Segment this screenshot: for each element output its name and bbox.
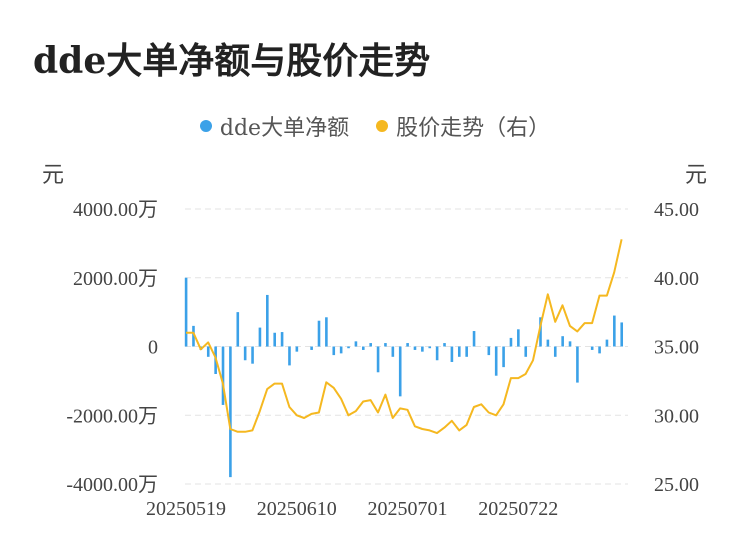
dde-bar xyxy=(517,329,520,347)
right-tick-label: 30.00 xyxy=(654,405,699,427)
dde-bar xyxy=(413,346,417,350)
dde-bar xyxy=(472,331,476,347)
legend-item-bar[interactable]: dde大单净额 xyxy=(199,110,350,142)
right-tick-label: 40.00 xyxy=(654,268,699,290)
dde-bar xyxy=(421,346,424,352)
dde-bar xyxy=(384,343,387,347)
x-tick-label: 20250701 xyxy=(368,498,448,520)
dde-bar xyxy=(376,346,380,373)
dde-bar xyxy=(243,346,247,361)
dde-bar xyxy=(273,332,276,347)
dde-bar xyxy=(546,339,550,347)
dde-bar xyxy=(613,315,616,347)
dde-bar xyxy=(184,277,188,347)
dde-bar xyxy=(406,343,409,347)
dde-bar xyxy=(251,346,254,364)
x-tick-label: 20250722 xyxy=(478,498,558,520)
dde-bar xyxy=(524,346,528,357)
dde-bar xyxy=(576,346,579,383)
legend-bar-swatch xyxy=(199,120,212,132)
dde-bar xyxy=(206,346,210,357)
dde-bar xyxy=(598,346,601,354)
dde-bar xyxy=(590,346,594,350)
dde-bar xyxy=(258,327,262,347)
dde-bar xyxy=(229,346,232,478)
left-tick-label: -2000.00万 xyxy=(66,405,158,427)
dde-bar xyxy=(428,346,432,349)
right-tick-label: 35.00 xyxy=(654,337,699,359)
legend: dde大单净额 股价走势（右） xyxy=(0,110,750,142)
left-tick-label: 2000.00万 xyxy=(73,268,158,290)
legend-item-line[interactable]: 股价走势（右） xyxy=(376,110,550,142)
dde-bar xyxy=(457,346,461,357)
dde-bar xyxy=(398,346,402,397)
dde-bar xyxy=(362,346,365,350)
x-tick-label: 20250519 xyxy=(146,498,226,520)
right-tick-label: 25.00 xyxy=(654,474,699,496)
dde-bar xyxy=(502,346,505,368)
dde-bar xyxy=(310,346,313,350)
dde-bar xyxy=(347,346,350,349)
dde-bar xyxy=(288,346,291,366)
dde-bar xyxy=(553,346,557,357)
left-tick-label: 4000.00万 xyxy=(73,199,158,221)
left-tick-label: 0 xyxy=(148,337,158,359)
dde-bar xyxy=(354,341,358,347)
dde-bar xyxy=(443,343,446,347)
dde-bar xyxy=(295,346,299,352)
dde-bar xyxy=(435,346,439,361)
dde-bar xyxy=(450,346,454,362)
dde-bar xyxy=(317,320,321,347)
dde-bar xyxy=(325,317,328,347)
legend-line-label: 股价走势（右） xyxy=(396,116,551,141)
dde-bar xyxy=(266,294,269,347)
dde-bar xyxy=(487,346,491,356)
dde-bar xyxy=(280,332,284,347)
dde-bar xyxy=(605,339,609,347)
dde-bar xyxy=(539,317,542,347)
price-line xyxy=(186,239,623,435)
legend-line-swatch xyxy=(376,120,389,132)
dde-bar xyxy=(391,346,395,357)
dde-bar xyxy=(561,336,564,347)
dde-bar xyxy=(192,325,195,347)
dde-bar xyxy=(509,337,513,347)
right-axis-unit: 元 xyxy=(685,163,708,188)
dde-bar xyxy=(339,346,343,354)
x-tick-label: 20250610 xyxy=(257,498,337,520)
left-axis-unit: 元 xyxy=(42,163,65,188)
dde-bar xyxy=(494,346,498,376)
left-tick-label: -4000.00万 xyxy=(66,474,158,496)
chart-title: dde大单净额与股价走势 xyxy=(33,40,431,82)
dde-bar xyxy=(332,346,336,356)
dde-bar xyxy=(221,346,225,405)
legend-bar-label: dde大单净额 xyxy=(219,116,350,141)
dde-bar xyxy=(369,343,372,347)
dde-bar xyxy=(236,312,240,347)
dde-bar xyxy=(620,322,624,347)
dde-bar xyxy=(465,346,468,357)
dde-bar xyxy=(568,341,572,347)
right-tick-label: 45.00 xyxy=(654,199,699,221)
